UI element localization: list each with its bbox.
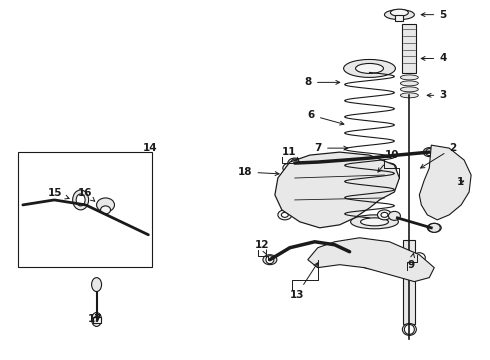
Ellipse shape [312, 252, 328, 264]
Ellipse shape [286, 166, 294, 171]
Circle shape [291, 159, 299, 167]
Bar [369, 168, 379, 190]
Ellipse shape [92, 278, 101, 292]
Bar [395, 15, 403, 21]
Ellipse shape [389, 211, 400, 220]
Text: 11: 11 [282, 147, 299, 162]
Text: 3: 3 [427, 90, 446, 100]
Ellipse shape [343, 247, 356, 256]
Ellipse shape [94, 316, 99, 323]
Ellipse shape [281, 212, 288, 217]
Text: 12: 12 [255, 240, 270, 255]
Ellipse shape [356, 63, 384, 73]
Bar [402, 24, 416, 73]
Circle shape [430, 224, 438, 232]
Text: 16: 16 [77, 188, 95, 201]
Circle shape [426, 149, 433, 156]
Text: 10: 10 [378, 150, 399, 172]
Text: 9: 9 [407, 253, 415, 270]
Circle shape [266, 256, 274, 264]
Circle shape [404, 324, 415, 334]
Ellipse shape [76, 194, 85, 206]
Ellipse shape [428, 223, 440, 232]
Ellipse shape [383, 163, 396, 173]
Text: 1: 1 [457, 177, 465, 187]
Text: 14: 14 [143, 143, 157, 153]
Ellipse shape [278, 210, 292, 220]
Ellipse shape [391, 9, 408, 16]
Bar [93, 318, 100, 323]
Bar [403, 240, 416, 324]
Text: 5: 5 [421, 10, 446, 20]
Text: 15: 15 [48, 188, 69, 199]
Ellipse shape [73, 190, 89, 210]
Ellipse shape [358, 251, 382, 269]
Polygon shape [308, 238, 434, 282]
Ellipse shape [402, 323, 416, 336]
Ellipse shape [350, 215, 398, 229]
Ellipse shape [423, 148, 435, 157]
Text: 17: 17 [88, 314, 102, 324]
Ellipse shape [92, 312, 101, 327]
Ellipse shape [343, 59, 395, 77]
Ellipse shape [437, 172, 457, 192]
Ellipse shape [302, 204, 318, 216]
Ellipse shape [427, 223, 441, 232]
Ellipse shape [386, 166, 393, 171]
Ellipse shape [368, 187, 380, 195]
Ellipse shape [263, 255, 277, 265]
Text: 6: 6 [308, 110, 344, 125]
Ellipse shape [381, 212, 388, 217]
Ellipse shape [283, 170, 296, 180]
Ellipse shape [309, 179, 331, 197]
Text: 18: 18 [238, 167, 279, 177]
Ellipse shape [400, 75, 418, 80]
Text: 7: 7 [315, 143, 348, 153]
Ellipse shape [286, 172, 294, 177]
Ellipse shape [414, 253, 425, 263]
Ellipse shape [283, 163, 297, 173]
Ellipse shape [344, 187, 365, 203]
Ellipse shape [442, 177, 452, 187]
Ellipse shape [400, 81, 418, 86]
Polygon shape [419, 145, 471, 220]
Ellipse shape [400, 87, 418, 92]
Ellipse shape [400, 93, 418, 98]
Ellipse shape [385, 10, 415, 20]
Ellipse shape [361, 218, 389, 226]
Ellipse shape [288, 158, 302, 168]
Ellipse shape [97, 198, 115, 212]
Ellipse shape [100, 206, 111, 214]
Bar [18, 152, 152, 267]
Text: 13: 13 [290, 263, 318, 300]
Ellipse shape [377, 210, 392, 220]
Polygon shape [275, 152, 399, 228]
Text: 8: 8 [305, 77, 340, 87]
Circle shape [346, 248, 353, 255]
Text: 2: 2 [420, 143, 457, 168]
Text: 4: 4 [421, 54, 446, 63]
